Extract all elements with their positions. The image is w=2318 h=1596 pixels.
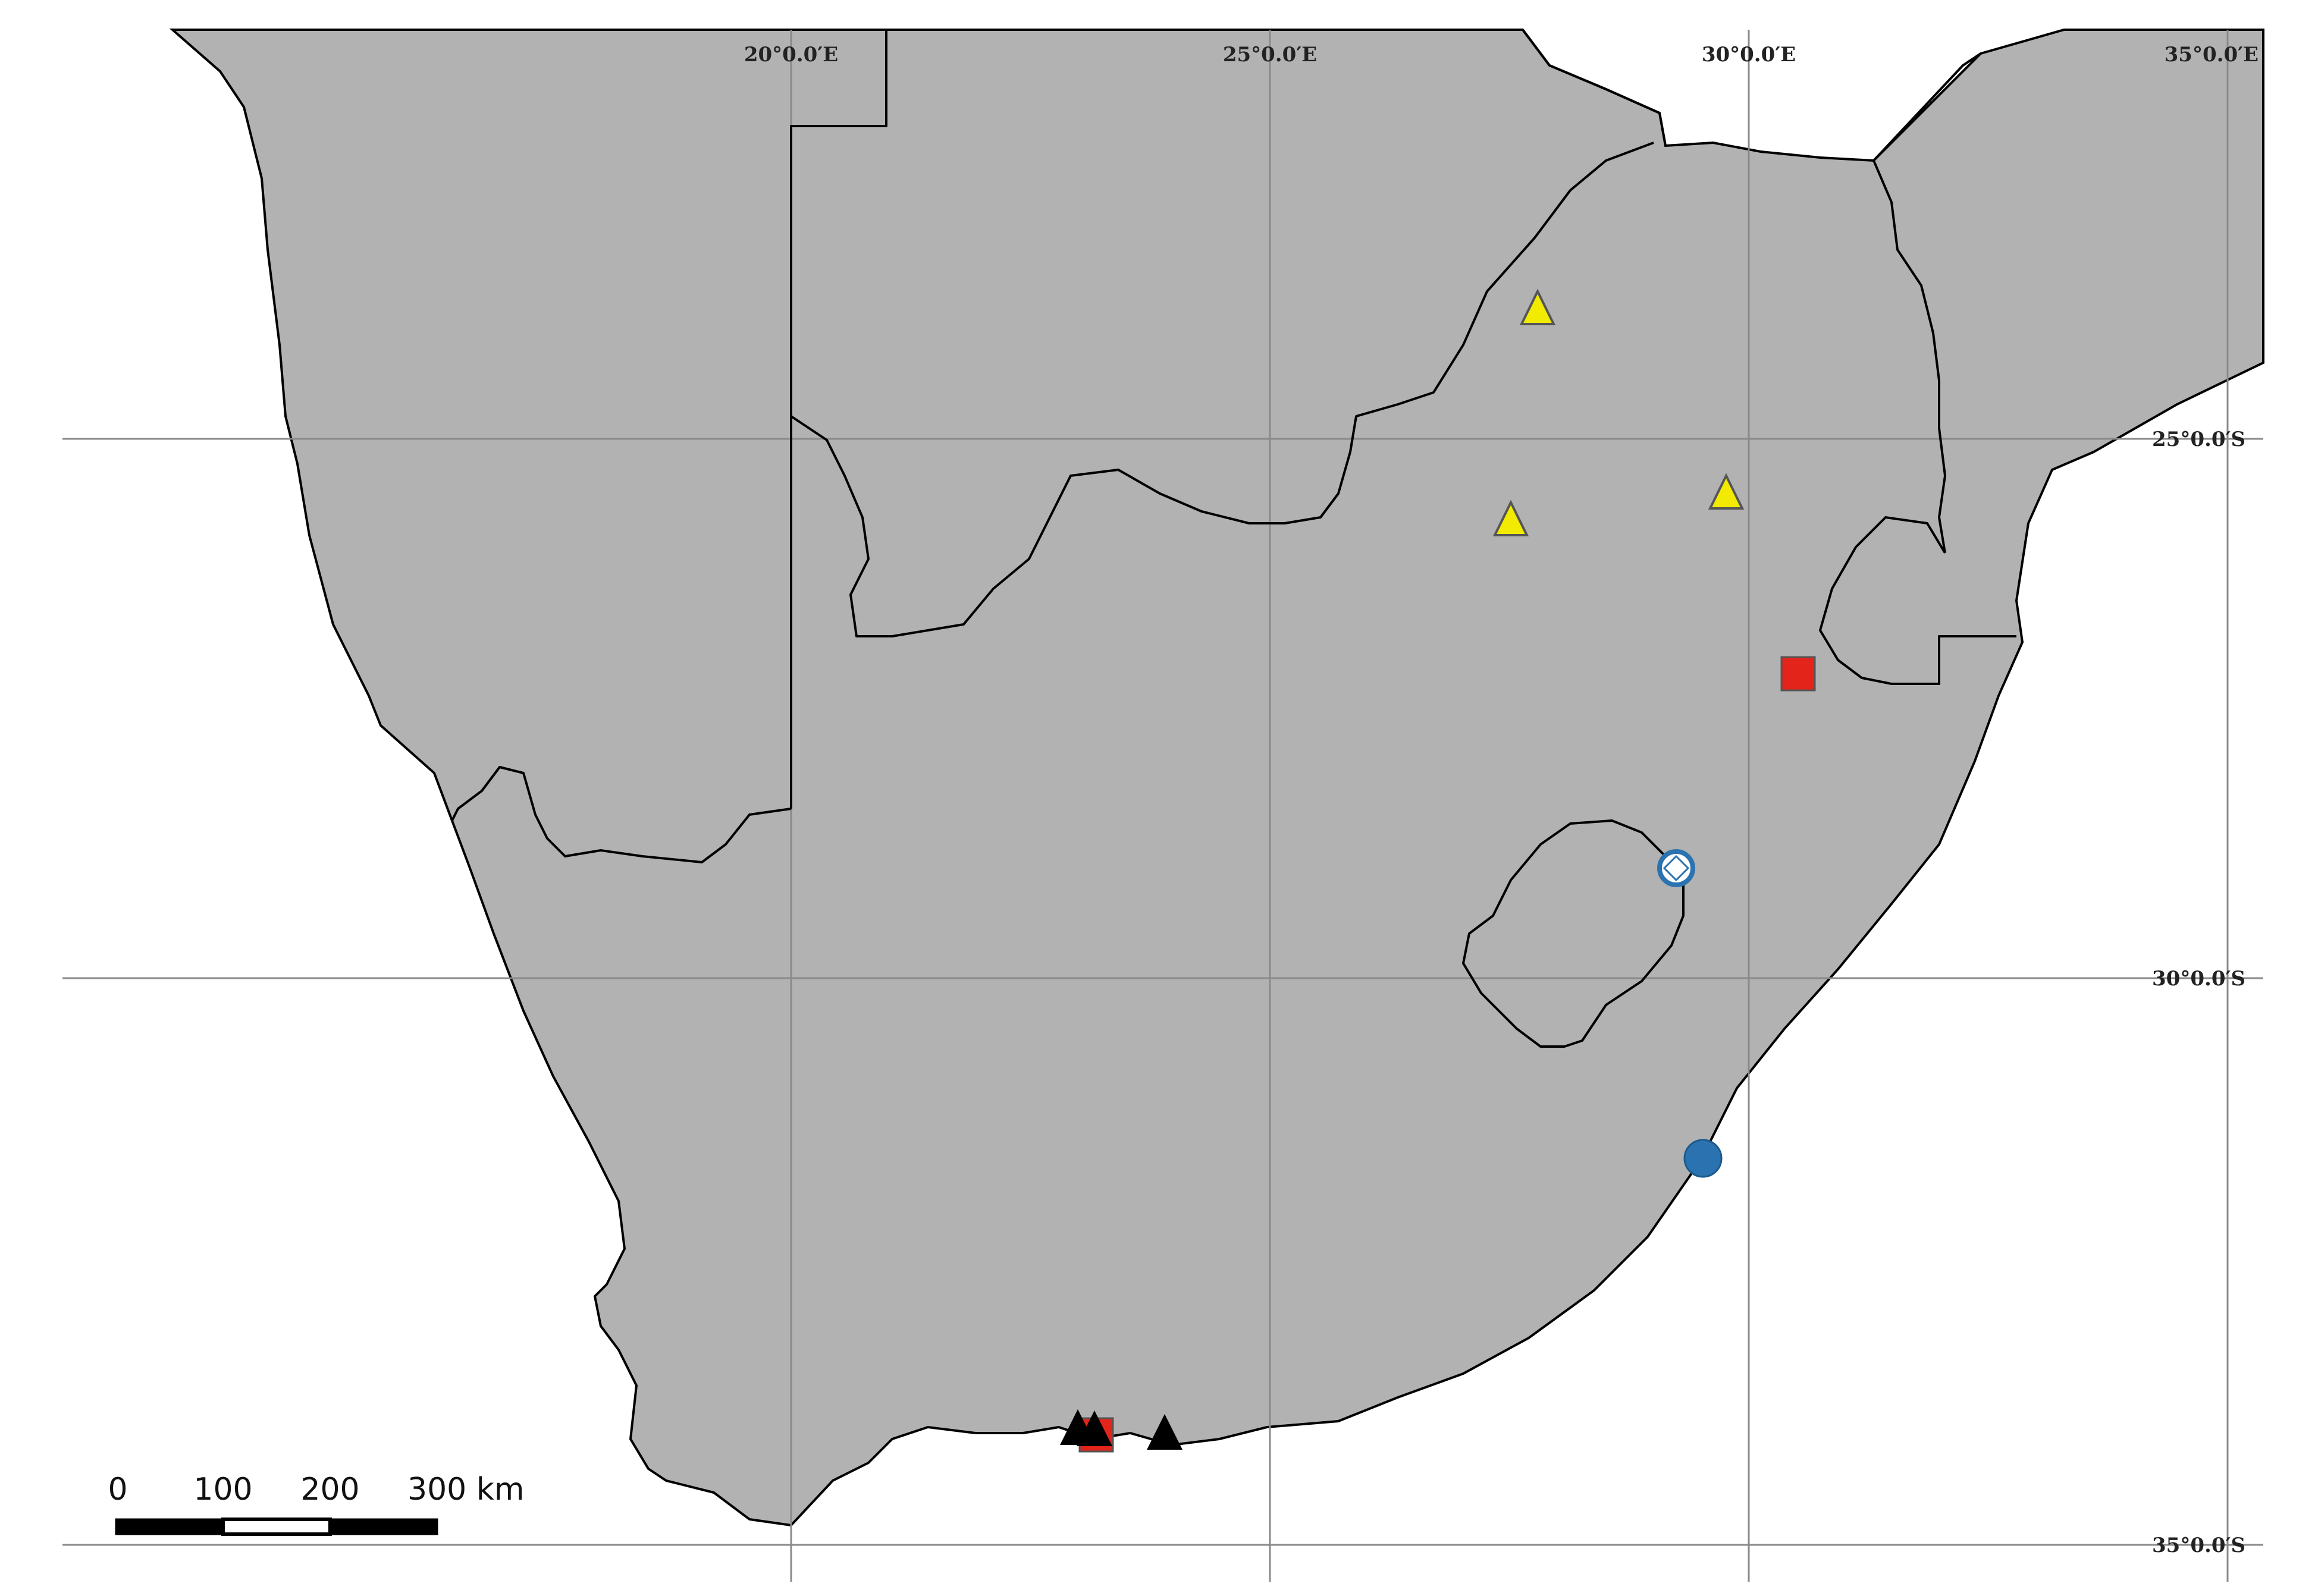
black-triangle-marker	[1147, 1414, 1182, 1450]
border-botswana-south-africa	[790, 142, 1654, 637]
occurrence-markers	[1060, 288, 1816, 1453]
graticule-labels: 20°0.0′E 25°0.0′E 30°0.0′E 35°0.0′E 25°0…	[744, 43, 2259, 1557]
country-borders	[451, 29, 2016, 1048]
border-zimbabwe-mozambique	[1872, 160, 1946, 554]
red-square-marker	[1780, 656, 1816, 692]
scale-bar-segment-1	[115, 1518, 224, 1535]
scale-bar-segment-3	[329, 1518, 438, 1535]
yellow-triangle-marker	[1492, 499, 1529, 536]
border-mozambique-inland	[1872, 52, 1982, 162]
scale-label-200: 200	[300, 1472, 359, 1507]
lon-label-30: 30°0.0′E	[1702, 43, 1796, 67]
scale-bar: 0 100 200 300 km	[108, 1472, 525, 1536]
black-triangle-marker	[1077, 1410, 1112, 1446]
border-namibia-south-africa	[451, 766, 792, 863]
border-eswatini	[1819, 516, 2016, 685]
scale-label-100: 100	[193, 1472, 252, 1507]
lon-label-35: 35°0.0′E	[2165, 43, 2259, 67]
lat-label-30: 30°0.0′S	[2152, 967, 2245, 991]
lat-label-25: 25°0.0′S	[2152, 428, 2245, 451]
scale-label-300km: 300 km	[407, 1472, 525, 1507]
lat-label-35: 35°0.0′S	[2152, 1534, 2245, 1557]
blue-circle-marker	[1683, 1139, 1723, 1178]
yellow-triangle-marker	[1519, 288, 1556, 325]
lon-label-25: 25°0.0′E	[1223, 43, 1317, 67]
yellow-triangle-marker	[1708, 473, 1745, 510]
scale-label-0: 0	[108, 1472, 127, 1507]
lon-label-20: 20°0.0′E	[744, 43, 838, 67]
blue-ring-diamond-marker	[1657, 849, 1695, 887]
border-zimbabwe-botswana	[1522, 29, 1667, 146]
scale-bar-segment-2	[221, 1518, 332, 1536]
border-namibia-angola-west	[790, 30, 887, 416]
